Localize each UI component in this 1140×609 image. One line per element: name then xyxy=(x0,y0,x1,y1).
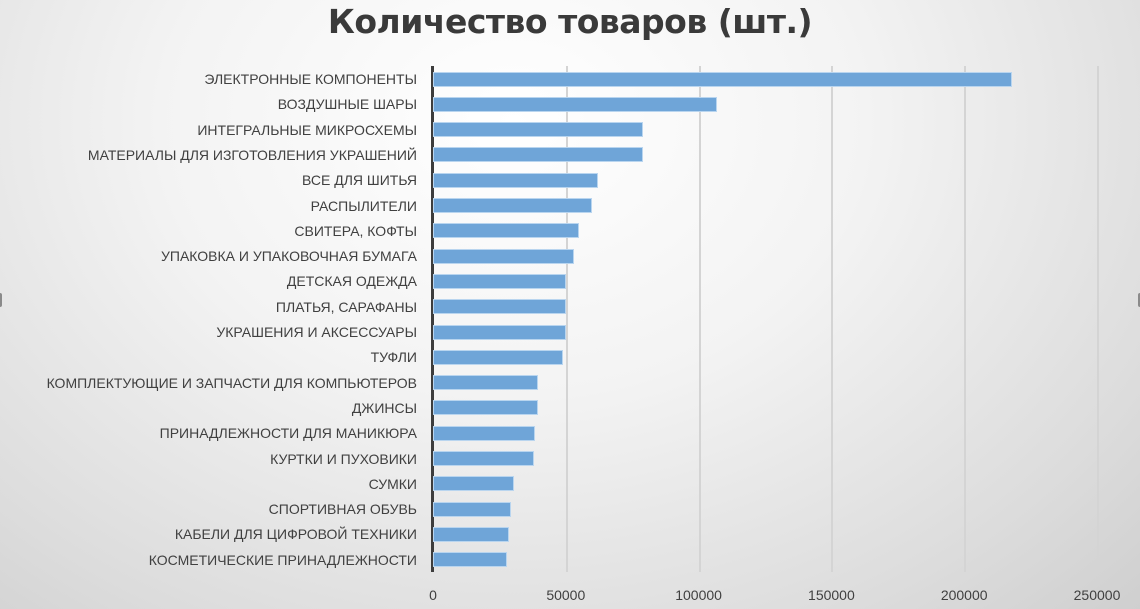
bar xyxy=(433,147,643,163)
gridline xyxy=(831,66,833,572)
bar xyxy=(433,248,574,264)
chart-title: Количество товаров (шт.) xyxy=(327,2,813,41)
category-label: УПАКОВКА И УПАКОВОЧНАЯ БУМАГА xyxy=(160,248,417,265)
category-label: ДЖИНСЫ xyxy=(351,399,417,416)
x-tick-label: 250000 xyxy=(1073,587,1121,603)
category-label: КОСМЕТИЧЕСКИЕ ПРИНАДЛЕЖНОСТИ xyxy=(148,551,417,568)
bar xyxy=(433,223,580,239)
category-label: УКРАШЕНИЯ И АКСЕССУАРЫ xyxy=(216,324,417,340)
bar xyxy=(433,425,536,441)
plot-area xyxy=(431,66,1133,572)
x-tick-label: 150000 xyxy=(808,587,855,603)
x-tick-label: 0 xyxy=(429,587,437,603)
gridline xyxy=(699,66,701,572)
category-label: ПЛАТЬЯ, САРАФАНЫ xyxy=(275,298,417,315)
bar xyxy=(433,375,538,391)
category-axis-line xyxy=(431,66,434,572)
slide-edge-mark-right xyxy=(1138,293,1140,307)
category-label: СПОРТИВНАЯ ОБУВЬ xyxy=(268,501,417,518)
category-label: РАСПЫЛИТЕЛИ xyxy=(310,197,417,214)
category-label: ИНТЕГРАЛЬНЫЕ МИКРОСХЕМЫ xyxy=(197,121,417,138)
bar xyxy=(433,349,564,365)
gridline xyxy=(964,66,966,572)
category-label: ЭЛЕКТРОННЫЕ КОМПОНЕНТЫ xyxy=(204,71,417,87)
category-label: ДЕТСКАЯ ОДЕЖДА xyxy=(286,273,417,290)
gridline xyxy=(1097,66,1099,572)
x-tick-label: 200000 xyxy=(940,587,988,603)
slide-edge-mark-left xyxy=(0,293,2,307)
category-label: КАБЕЛИ ДЛЯ ЦИФРОВОЙ ТЕХНИКИ xyxy=(174,526,417,543)
category-label: ПРИНАДЛЕЖНОСТИ ДЛЯ МАНИКЮРА xyxy=(159,425,417,442)
category-label: СВИТЕРА, КОФТЫ xyxy=(294,222,417,239)
bar xyxy=(433,122,643,138)
bar xyxy=(433,299,566,315)
bar xyxy=(433,71,1012,87)
bar xyxy=(433,552,508,568)
bar xyxy=(433,451,534,466)
x-tick-label: 100000 xyxy=(675,587,722,603)
gridline xyxy=(566,66,568,572)
category-label: КУРТКИ И ПУХОВИКИ xyxy=(270,450,417,467)
bar xyxy=(433,324,566,340)
category-label: СУМКИ xyxy=(368,475,417,492)
bar xyxy=(433,400,538,416)
x-tick-label: 50000 xyxy=(546,587,586,603)
category-label: МАТЕРИАЛЫ ДЛЯ ИЗГОТОВЛЕНИЯ УКРАШЕНИЙ xyxy=(87,146,417,163)
bar xyxy=(433,273,566,289)
category-label: КОМПЛЕКТУЮЩИЕ И ЗАПЧАСТИ ДЛЯ КОМПЬЮТЕРОВ xyxy=(46,374,417,391)
bar xyxy=(433,526,509,542)
bar xyxy=(433,96,718,112)
bar xyxy=(433,198,593,213)
category-label: ВСЕ ДЛЯ ШИТЬЯ xyxy=(302,172,417,189)
category-label: ТУФЛИ xyxy=(370,349,417,366)
bar xyxy=(433,476,514,492)
category-label: ВОЗДУШНЫЕ ШАРЫ xyxy=(277,96,417,113)
bar xyxy=(433,172,598,188)
bar xyxy=(433,501,512,517)
